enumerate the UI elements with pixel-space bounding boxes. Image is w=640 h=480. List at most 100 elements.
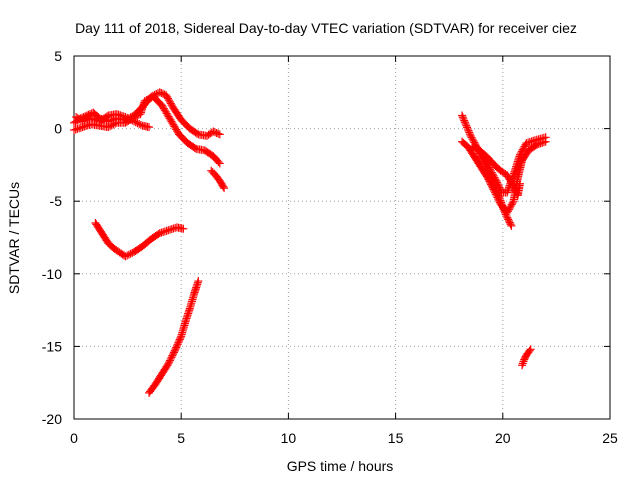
data-point — [520, 142, 529, 151]
series-track-10 — [475, 149, 516, 230]
data-point — [475, 149, 484, 158]
data-point — [460, 116, 469, 125]
data-point — [526, 345, 535, 354]
data-point — [215, 159, 224, 168]
data-point — [519, 357, 528, 366]
data-point — [176, 333, 185, 342]
series-track-4 — [207, 166, 229, 193]
data-point — [124, 114, 133, 123]
y-tick-label: 5 — [54, 48, 62, 64]
data-point — [194, 277, 203, 286]
data-point — [478, 155, 487, 164]
data-point — [144, 95, 153, 104]
data-point — [169, 350, 178, 359]
data-point — [507, 200, 516, 209]
data-point — [541, 137, 550, 146]
data-point — [496, 196, 505, 205]
plot-frame — [73, 55, 611, 420]
data-point — [162, 91, 171, 100]
data-point — [468, 135, 477, 144]
x-tick-label: 20 — [495, 430, 511, 446]
series-track-11 — [518, 345, 535, 370]
y-tick-label: -10 — [42, 266, 62, 282]
data-point — [497, 200, 506, 209]
series-track-5 — [91, 218, 188, 261]
data-point — [461, 120, 470, 129]
data-point — [166, 99, 175, 108]
y-tick-label: 0 — [54, 121, 62, 137]
x-tick-label: 15 — [388, 430, 404, 446]
data-point — [467, 133, 476, 142]
data-point — [165, 97, 174, 106]
data-point — [480, 159, 489, 168]
data-point — [515, 179, 524, 188]
series-track-9 — [468, 142, 524, 200]
series-track-8 — [458, 137, 550, 217]
data-point — [111, 119, 120, 128]
series-track-6 — [145, 277, 203, 397]
data-point — [518, 359, 527, 368]
data-point — [140, 97, 149, 106]
data-point — [476, 150, 485, 159]
data-point — [124, 250, 133, 259]
data-point — [106, 122, 115, 131]
data-point — [525, 346, 534, 355]
x-tick-label: 5 — [177, 430, 185, 446]
data-point — [164, 359, 173, 368]
data-point — [465, 130, 474, 139]
data-point — [479, 157, 488, 166]
data-point — [506, 220, 515, 229]
data-point — [104, 123, 113, 132]
data-point — [466, 131, 475, 140]
data-point — [469, 136, 478, 145]
axis-ticks: 0 5 10 15 20 25 5 0 -5 -10 -15 -20 — [42, 48, 618, 446]
data-point — [499, 203, 508, 212]
data-point — [179, 224, 188, 233]
data-point — [163, 92, 172, 101]
data-point — [518, 361, 527, 370]
data-point — [503, 186, 512, 195]
data-point — [499, 205, 508, 214]
data-point — [463, 125, 472, 134]
data-points — [70, 88, 550, 397]
data-point — [504, 215, 513, 224]
data-point — [462, 121, 471, 130]
data-point — [214, 157, 223, 166]
data-point — [109, 120, 118, 129]
data-point — [130, 117, 139, 126]
data-point — [495, 194, 504, 203]
data-point — [501, 210, 510, 219]
x-tick-label: 0 — [70, 430, 78, 446]
data-point — [126, 115, 135, 124]
data-point — [494, 191, 503, 200]
data-point — [219, 182, 228, 191]
y-tick-label: -15 — [42, 338, 62, 354]
data-point — [497, 198, 506, 207]
y-tick-label: -5 — [50, 193, 63, 209]
data-point — [164, 96, 173, 105]
x-axis-label: GPS time / hours — [287, 458, 394, 474]
data-point — [214, 129, 223, 138]
data-point — [500, 207, 509, 216]
data-point — [142, 96, 151, 105]
y-tick-label: -20 — [42, 411, 62, 427]
data-point — [518, 145, 527, 154]
data-point — [123, 113, 132, 122]
data-point — [458, 113, 467, 122]
data-point — [459, 114, 468, 123]
data-point — [503, 188, 512, 197]
data-point — [477, 152, 486, 161]
data-point — [502, 212, 511, 221]
data-point — [464, 126, 473, 135]
data-point — [128, 116, 137, 125]
x-tick-label: 10 — [281, 430, 297, 446]
data-point — [463, 123, 472, 132]
data-point — [107, 121, 116, 130]
data-point — [498, 201, 507, 210]
chart-title: Day 111 of 2018, Sidereal Day-to-day VTE… — [75, 20, 577, 36]
data-point — [167, 353, 176, 362]
data-point — [220, 184, 229, 193]
data-point — [123, 251, 132, 260]
data-point — [519, 144, 528, 153]
